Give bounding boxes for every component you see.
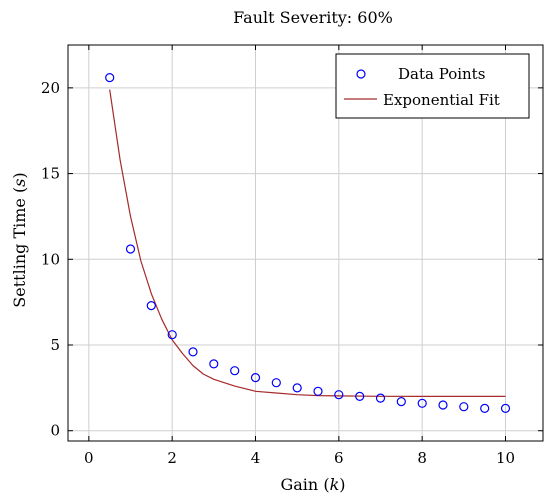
data-point: [355, 391, 365, 401]
data-point: [480, 403, 490, 413]
data-point: [105, 72, 115, 83]
data-point: [313, 386, 323, 396]
x-tick-label: 0: [84, 449, 94, 467]
y-tick-label: 5: [50, 336, 60, 354]
legend: Data Points Exponential Fit: [335, 53, 530, 119]
data-point: [209, 359, 219, 369]
data-point: [396, 397, 406, 407]
x-axis-label: Gain (k): [280, 475, 345, 494]
x-tick-label: 4: [251, 449, 261, 467]
x-tick-label: 8: [417, 449, 427, 467]
data-point: [438, 400, 448, 410]
ticks: 0 2 4 6 8 10 0 5 10 15 20: [41, 45, 543, 467]
y-axis-label: Settling Time (s): [10, 172, 29, 307]
y-tick-label: 0: [50, 422, 60, 440]
data-point: [459, 402, 469, 412]
y-tick-label: 10: [41, 250, 60, 268]
data-point: [146, 301, 156, 311]
x-tick-label: 10: [496, 449, 515, 467]
plot-area: [105, 72, 511, 413]
data-point: [125, 244, 136, 254]
data-point: [271, 378, 281, 388]
data-point: [500, 403, 511, 413]
series-line-exponential-fit: [109, 89, 506, 397]
y-tick-label: 20: [41, 79, 60, 97]
x-tick-label: 6: [334, 449, 344, 467]
x-tick-label: 2: [167, 449, 177, 467]
data-point: [292, 383, 302, 393]
data-point: [230, 366, 240, 376]
y-tick-label: 15: [41, 165, 60, 183]
data-point: [250, 373, 261, 383]
data-point: [334, 390, 344, 400]
legend-label-exponential-fit: Exponential Fit: [383, 91, 500, 109]
legend-box: [335, 53, 530, 119]
data-point: [167, 330, 177, 340]
data-point: [417, 398, 427, 408]
data-point: [375, 393, 386, 403]
plot-frame: [67, 44, 544, 442]
chart-title: Fault Severity: 60%: [233, 8, 393, 27]
legend-label-data-points: Data Points: [398, 65, 485, 83]
legend-marker-data-points: [356, 69, 366, 79]
data-point: [188, 347, 198, 357]
